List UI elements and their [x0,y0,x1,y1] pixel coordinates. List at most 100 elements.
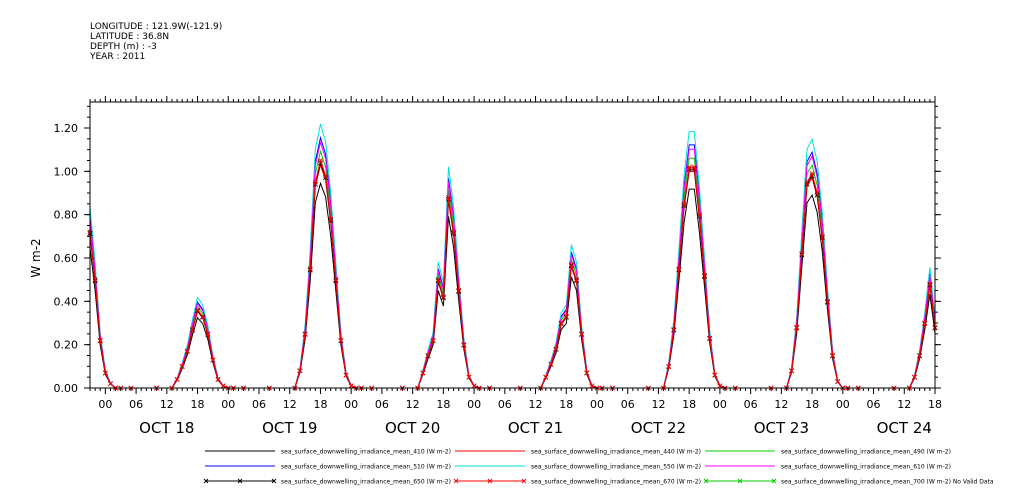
legend-marker [737,478,743,484]
header-year: YEAR : 2011 [90,52,146,62]
series-point [563,313,569,320]
x-hour-label: 00 [713,398,727,411]
legend-label: sea_surface_downwelling_irradiance_mean_… [281,449,451,456]
series-point [205,331,211,337]
series-point [814,190,820,196]
series-point [804,179,810,185]
x-hour-label: 12 [283,398,297,411]
x-day-label: OCT 19 [262,419,317,437]
legend-label: sea_surface_downwelling_irradiance_mean_… [531,464,701,471]
legend-marker [771,478,777,484]
x-day-label: OCT 20 [385,419,440,437]
x-hour-label: 00 [590,398,604,411]
legend-marker [703,478,709,484]
legend-label: sea_surface_downwelling_irradiance_mean_… [781,449,951,456]
series-point [328,216,334,222]
series-point [333,277,339,283]
series-point [456,287,462,294]
series-point [107,381,114,387]
series-point [543,374,549,380]
x-hour-label: 06 [252,398,266,411]
series-point [579,331,585,337]
series-point [174,376,180,382]
x-hour-label: 00 [221,398,235,411]
legend-marker [487,478,493,484]
series-point [809,170,815,177]
series-point [195,307,201,313]
series-line [89,149,936,389]
series-point [696,212,702,218]
x-hour-label: 12 [160,398,174,411]
series-point [297,368,303,374]
series-point [338,337,344,343]
series-point [799,251,805,257]
series-point [584,370,590,376]
legend-marker [237,478,243,484]
x-hour-label: 12 [774,398,788,411]
series-point [589,383,595,389]
series-point [922,320,928,326]
series-line [89,181,936,389]
x-hour-label: 18 [559,398,573,411]
legend-label: sea_surface_downwelling_irradiance_mean_… [281,464,451,471]
series-point [466,374,472,380]
x-hour-label: 18 [928,398,942,411]
legend: sea_surface_downwelling_irradiance_mean_… [203,449,994,486]
x-day-label: OCT 22 [631,419,686,437]
legend-marker [203,478,209,484]
series-point [425,352,431,359]
y-tick-label: 0.00 [54,382,79,395]
series-point [220,383,226,389]
x-hour-label: 12 [529,398,543,411]
series-point [666,363,672,369]
header-latitude: LATITUDE : 36.8N [90,32,170,42]
series-point [835,378,841,385]
x-hour-label: 12 [651,398,665,411]
y-tick-label: 0.40 [54,295,79,308]
series-point [568,261,574,268]
series-point [445,194,452,200]
x-hour-label: 06 [744,398,758,411]
series-point [348,383,354,389]
series-point [573,277,580,283]
series-point [819,233,825,239]
legend-label: sea_surface_downwelling_irradiance_mean_… [781,479,994,486]
series-line [89,135,936,389]
series-point [302,331,308,337]
series-point [317,157,323,164]
legend-marker [453,478,459,484]
series-point [312,179,318,185]
x-hour-label: 06 [621,398,635,411]
series-point [451,229,457,235]
x-hour-label: 18 [313,398,327,411]
series-layer [87,123,938,391]
series-point [927,281,933,287]
y-axis-label: W m-2 [29,238,43,277]
y-tick-label: 1.20 [54,122,79,135]
legend-marker [271,478,277,484]
series-line [89,161,936,389]
series-point [97,337,103,343]
series-point [323,173,329,179]
series-point [440,294,446,300]
series-point [102,370,108,376]
x-day-label: OCT 21 [508,419,563,437]
series-point [671,326,677,333]
x-hour-label: 00 [467,398,481,411]
x-hour-label: 06 [375,398,389,411]
series-point [702,272,708,278]
x-hour-label: 00 [836,398,850,411]
x-hour-label: 06 [498,398,512,411]
series-point [307,266,313,272]
x-hour-label: 12 [897,398,911,411]
legend-label: sea_surface_downwelling_irradiance_mean_… [281,479,451,486]
y-axis: 0.00 0.20 0.40 0.60 0.80 1.00 1.20 [54,105,941,395]
plot-border [89,101,936,389]
series-point [343,372,349,378]
x-day-label: OCT 18 [139,419,194,437]
series-point [184,348,190,354]
series-point [794,324,800,330]
x-hour-label: 18 [682,398,696,411]
series-point [471,383,477,389]
series-point [440,295,446,301]
